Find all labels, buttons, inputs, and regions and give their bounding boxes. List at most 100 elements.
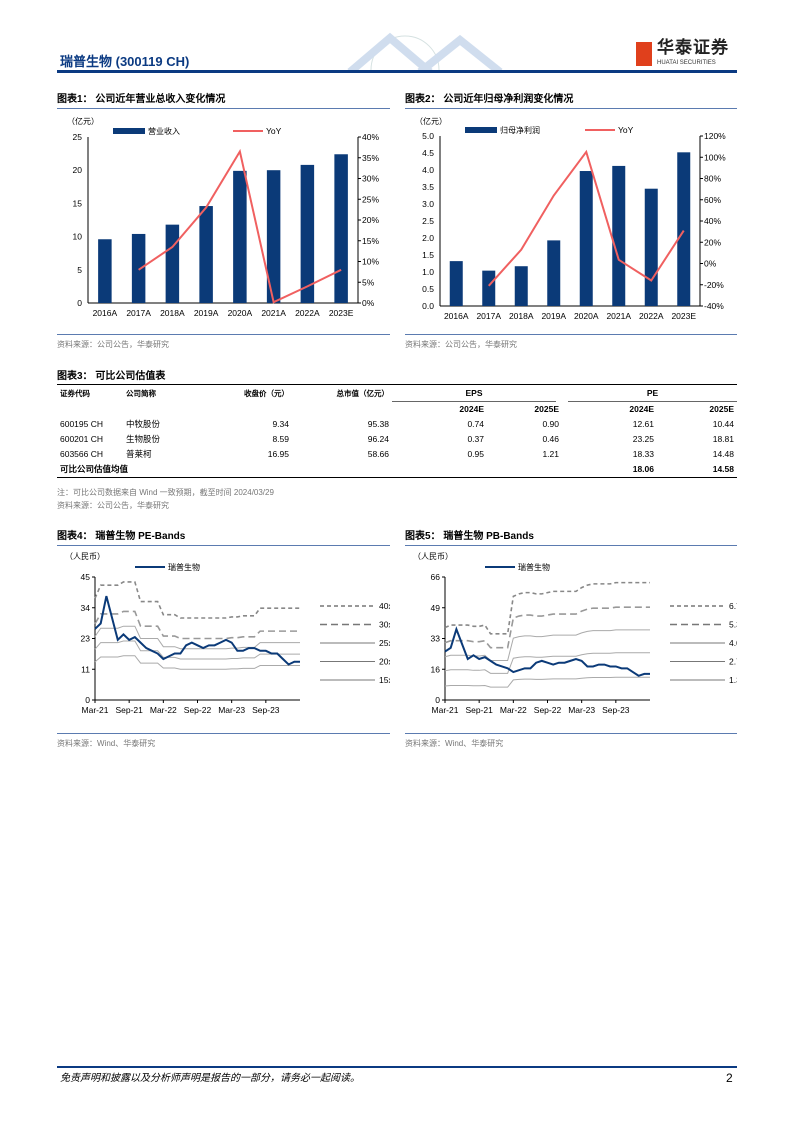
cell-eps2: 1.21 (542, 449, 559, 459)
cell-code: 603566 CH (60, 449, 104, 459)
y-tick-label: 16 (431, 664, 441, 674)
footer-disclaimer: 免责声明和披露以及分析师声明是报告的一部分，请务必一起阅读。 (60, 1073, 360, 1084)
report-title: 瑞普生物 (300119 CH) (60, 54, 190, 69)
band-legend-label: 20x (379, 657, 390, 667)
x-tick-label: Sep-21 (115, 705, 143, 715)
bar (612, 165, 626, 306)
band-legend-label: 25x (379, 638, 390, 648)
x-tick-label: Sep-21 (465, 705, 493, 715)
fig4-source-rule (57, 733, 390, 734)
band-legend-label: 5.3x (729, 620, 737, 630)
avg-pe-2025: 14.58 (712, 464, 734, 474)
x-tick-label: 2021A (606, 311, 631, 321)
cell-eps1: 0.74 (467, 419, 484, 429)
cell-pe1: 12.61 (632, 419, 654, 429)
table-row: 603566 CH 普莱柯 16.95 58.66 0.95 1.21 18.33 14.48 (57, 447, 737, 462)
fig5-source: 资料来源：Wind、华泰研究 (405, 739, 504, 748)
fig4-source: 资料来源：Wind、华泰研究 (57, 739, 156, 748)
legend-bar-swatch (113, 128, 145, 134)
band-line-1.3x (444, 676, 650, 688)
y2-tick-label: 80% (704, 174, 721, 184)
legend-bar-label: 归母净利润 (500, 125, 540, 135)
page-number: 2 (726, 1071, 733, 1085)
x-tick-label: 2019A (194, 308, 219, 318)
price-line (444, 626, 650, 677)
valuation-table: 证券代码 公司简称 收盘价（元） 总市值（亿元） EPS PE 2024E 20… (57, 386, 737, 478)
y-tick-label: 0 (85, 695, 90, 705)
x-tick-label: 2020A (228, 308, 253, 318)
bar (579, 171, 593, 306)
x-tick-label: 2020A (574, 311, 599, 321)
band-line-25x (94, 625, 300, 650)
fig5-source-rule (405, 733, 737, 734)
cell-price: 8.59 (272, 434, 289, 444)
bar (644, 188, 658, 306)
unit-label: （人民币） (65, 552, 105, 561)
bar (334, 154, 348, 303)
y-tick-label: 2.5 (422, 216, 434, 226)
col-pe: PE (556, 386, 737, 402)
x-tick-label: Sep-23 (252, 705, 280, 715)
y-tick-label: 5.0 (422, 131, 434, 141)
col-mcap: 总市值（亿元） (336, 389, 390, 399)
cell-price: 16.95 (267, 449, 289, 459)
price-line (94, 595, 300, 666)
bar (165, 224, 180, 303)
x-tick-label: Mar-22 (500, 705, 527, 715)
y2-tick-label: -20% (704, 280, 724, 290)
bar (677, 152, 691, 306)
col-name: 公司简称 (126, 389, 156, 399)
fig3-note: 注：可比公司数据来自 Wind 一致预期，截至时间 2024/03/29 (57, 488, 274, 497)
fig1-title: 图表1： 公司近年营业总收入变化情况 (57, 94, 226, 105)
band-line-20x (94, 640, 300, 660)
legend-price-label: 瑞普生物 (518, 562, 550, 572)
y-tick-label: 0 (77, 298, 82, 308)
y-tick-label: 66 (431, 572, 441, 582)
x-tick-label: 2022A (295, 308, 320, 318)
col-price: 收盘价（元） (244, 389, 289, 399)
table-row: 600195 CH 中牧股份 9.34 95.38 0.74 0.90 12.61 10.44 (57, 417, 737, 432)
cell-code: 600195 CH (60, 419, 104, 429)
band-legend-label: 15x (379, 675, 390, 685)
fig4-title: 图表4： 瑞普生物 PE-Bands (57, 531, 186, 542)
x-tick-label: 2018A (160, 308, 185, 318)
cell-eps2: 0.46 (542, 434, 559, 444)
y-tick-label: 33 (431, 634, 441, 644)
unit-label: （人民币） (413, 552, 453, 561)
logo-text: 华泰证券 (657, 38, 729, 57)
fig3-title: 图表3： 可比公司估值表 (57, 371, 166, 382)
y2-tick-label: 20% (704, 237, 721, 247)
legend-line-label: YoY (618, 125, 634, 135)
y-tick-label: 25 (73, 132, 83, 142)
x-tick-label: 2017A (476, 311, 501, 321)
unit-label: （亿元） (415, 116, 447, 126)
y-tick-label: 0 (435, 695, 440, 705)
table-subheader-row: 2024E 2025E 2024E 2025E (57, 402, 737, 418)
y2-tick-label: -40% (704, 301, 724, 311)
col-eps-2024: 2024E (459, 404, 484, 414)
fig4-rule (57, 545, 390, 546)
cell-name: 生物股份 (126, 434, 161, 444)
y-tick-label: 15 (73, 198, 83, 208)
col-eps: EPS (392, 386, 562, 402)
fig3-source: 资料来源：公司公告，华泰研究 (57, 501, 169, 510)
y-tick-label: 34 (81, 603, 91, 613)
y2-tick-label: 30% (362, 174, 379, 184)
x-tick-label: 2019A (541, 311, 566, 321)
bar (300, 164, 315, 303)
fig5-chart: （人民币） 0 16 33 49 66 Mar-21 Sep-21 Mar-22 Sep-22 Ma… (413, 552, 737, 715)
y2-tick-label: 5% (362, 277, 375, 287)
bar (514, 266, 528, 306)
y-tick-label: 4.0 (422, 165, 434, 175)
band-legend-label: 2.7x (729, 657, 737, 667)
bar (482, 270, 496, 306)
y2-tick-label: 10% (362, 257, 379, 267)
logo-mark-icon (636, 42, 652, 66)
fig2-chart: （亿元） 0.0 0.5 1.0 1.5 2.0 2.5 3.0 3.5 4.0 4.5 5.0 -40… (415, 116, 726, 321)
y-tick-label: 3.5 (422, 182, 434, 192)
cell-mcap: 58.66 (367, 449, 389, 459)
cell-name: 普莱柯 (126, 449, 152, 459)
cell-mcap: 95.38 (367, 419, 389, 429)
col-eps-2025: 2025E (534, 404, 559, 414)
x-tick-label: 2023E (329, 308, 354, 318)
